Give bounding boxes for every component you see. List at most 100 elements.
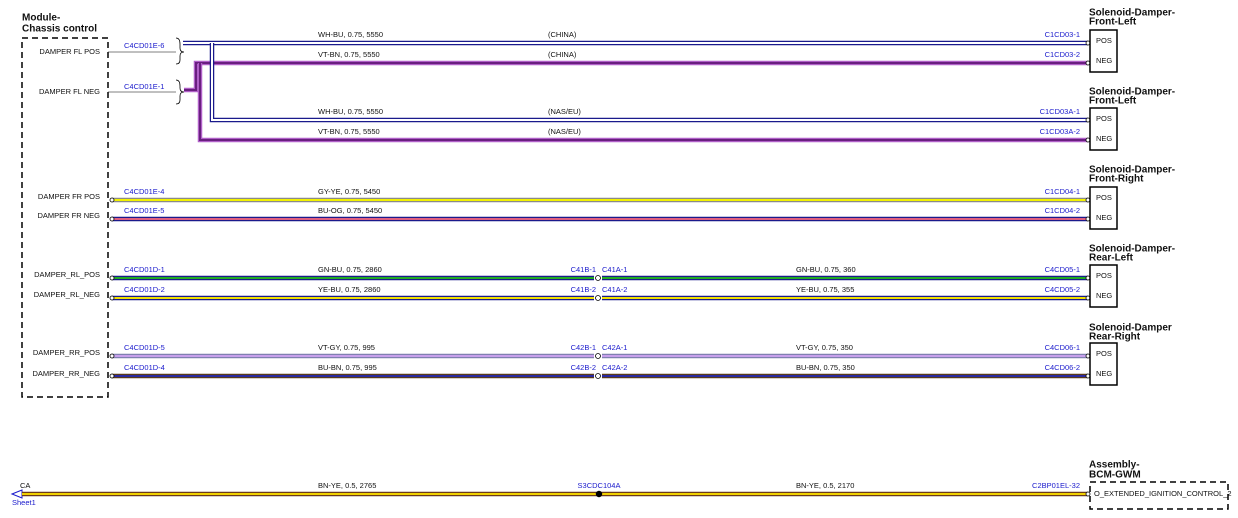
component-pin: NEG	[1096, 369, 1112, 378]
splice-label: C41A-1	[602, 265, 627, 274]
component-pin: POS	[1096, 36, 1112, 45]
connector-label: C4CD01E-6	[124, 41, 164, 50]
splice-connector	[595, 275, 601, 281]
splice-label: C41B-1	[571, 265, 596, 274]
splice-connector	[595, 353, 601, 359]
connector-label: C4CD01D-5	[124, 343, 165, 352]
component-title: Front-Right	[1089, 174, 1144, 185]
component-pin: O_EXTENDED_IGNITION_CONTROL_2	[1094, 489, 1232, 498]
component-pin: POS	[1096, 114, 1112, 123]
wire-note: (NAS/EU)	[548, 127, 581, 136]
module-pin: DAMPER_RL_POS	[34, 270, 100, 279]
connector-label: C1CD04-1	[1045, 187, 1080, 196]
component-box	[1089, 29, 1118, 73]
connector-label: C1CD03A-1	[1040, 107, 1080, 116]
wire-label: WH-BU, 0.75, 5550	[318, 30, 383, 39]
connector-label: C4CD01D-2	[124, 285, 165, 294]
wire-tracer	[211, 43, 1088, 121]
module-box	[21, 37, 109, 398]
splice-label: S3CDC104A	[578, 481, 621, 490]
component-title: Assembly-	[1089, 460, 1140, 471]
wire-label: VT-BN, 0.75, 5550	[318, 127, 380, 136]
wire-label: BU-OG, 0.75, 5450	[318, 206, 382, 215]
connector-label: C2BP01EL-32	[1032, 481, 1080, 490]
module-pin: DAMPER_RR_POS	[33, 348, 100, 357]
module-pin: DAMPER FR POS	[38, 192, 100, 201]
connector-label: C4CD05-1	[1045, 265, 1080, 274]
wire-label: BU-BN, 0.75, 995	[318, 363, 377, 372]
splice-connector	[595, 373, 601, 379]
component-pin: NEG	[1096, 213, 1112, 222]
wire-tracer	[199, 63, 1088, 141]
component-title: Solenoid-Damper-	[1089, 8, 1175, 19]
component-title: Solenoid-Damper	[1089, 323, 1172, 334]
splice-label: C42A-2	[602, 363, 627, 372]
terminal	[1085, 491, 1091, 497]
module-pin: DAMPER FR NEG	[37, 211, 100, 220]
wire-label: GN-BU, 0.75, 2860	[318, 265, 382, 274]
component-title: Solenoid-Damper-	[1089, 87, 1175, 98]
terminal	[109, 275, 115, 281]
terminal	[109, 353, 115, 359]
component-title: Front-Left	[1089, 96, 1137, 107]
terminal	[109, 295, 115, 301]
brace	[175, 79, 185, 105]
component-box	[1089, 264, 1118, 308]
module-title: Module-	[22, 13, 60, 24]
component-pin: NEG	[1096, 291, 1112, 300]
component-box	[1089, 186, 1118, 230]
sheet-link: Sheet1	[12, 498, 36, 507]
wire-tracer	[184, 62, 1088, 91]
wire-note: (CHINA)	[548, 50, 577, 59]
connector-label: C4CD01E-1	[124, 82, 164, 91]
component-box	[1089, 342, 1118, 386]
wire-label: BN-YE, 0.5, 2765	[318, 481, 376, 490]
module-title: Chassis control	[22, 24, 97, 35]
splice-label: C41A-2	[602, 285, 627, 294]
wire-label: VT-BN, 0.75, 5550	[318, 50, 380, 59]
component-pin: POS	[1096, 271, 1112, 280]
splice-connector	[595, 295, 601, 301]
connector-label: C4CD05-2	[1045, 285, 1080, 294]
component-title: BCM-GWM	[1089, 470, 1141, 481]
connector-label: C4CD06-2	[1045, 363, 1080, 372]
wire-note: (CHINA)	[548, 30, 577, 39]
wire-label: VT-GY, 0.75, 995	[318, 343, 375, 352]
splice-label: C41B-2	[571, 285, 596, 294]
component-box	[1089, 481, 1229, 510]
splice-label: C42B-2	[571, 363, 596, 372]
wire-label: YE-BU, 0.75, 355	[796, 285, 854, 294]
off-sheet-label: CA	[20, 481, 30, 490]
component-pin: NEG	[1096, 56, 1112, 65]
splice-label: C42B-1	[571, 343, 596, 352]
terminal	[109, 373, 115, 379]
terminal	[109, 216, 115, 222]
connector-label: C4CD01E-4	[124, 187, 164, 196]
wire-label: GY-YE, 0.75, 5450	[318, 187, 380, 196]
component-pin: POS	[1096, 193, 1112, 202]
module-pin: DAMPER FL POS	[39, 47, 100, 56]
module-pin: DAMPER_RR_NEG	[32, 369, 100, 378]
wire-label: GN-BU, 0.75, 360	[796, 265, 856, 274]
component-title: Solenoid-Damper-	[1089, 244, 1175, 255]
terminal	[109, 197, 115, 203]
wire-note: (NAS/EU)	[548, 107, 581, 116]
connector-label: C1CD03A-2	[1040, 127, 1080, 136]
wire-label: VT-GY, 0.75, 350	[796, 343, 853, 352]
wire	[184, 60, 1088, 93]
connector-label: C4CD01D-1	[124, 265, 165, 274]
wire-label: YE-BU, 0.75, 2860	[318, 285, 381, 294]
wire-label: WH-BU, 0.75, 5550	[318, 107, 383, 116]
connector-label: C4CD01E-5	[124, 206, 164, 215]
module-pin: DAMPER_RL_NEG	[34, 290, 100, 299]
brace	[175, 37, 185, 65]
connector-label: C4CD01D-4	[124, 363, 165, 372]
connector-label: C1CD03-1	[1045, 30, 1080, 39]
component-title: Rear-Left	[1089, 253, 1134, 264]
component-title: Rear-Right	[1089, 332, 1141, 343]
wire-label: BU-BN, 0.75, 350	[796, 363, 855, 372]
off-sheet-arrow	[10, 489, 23, 499]
component-box	[1089, 107, 1118, 151]
splice-label: C42A-1	[602, 343, 627, 352]
